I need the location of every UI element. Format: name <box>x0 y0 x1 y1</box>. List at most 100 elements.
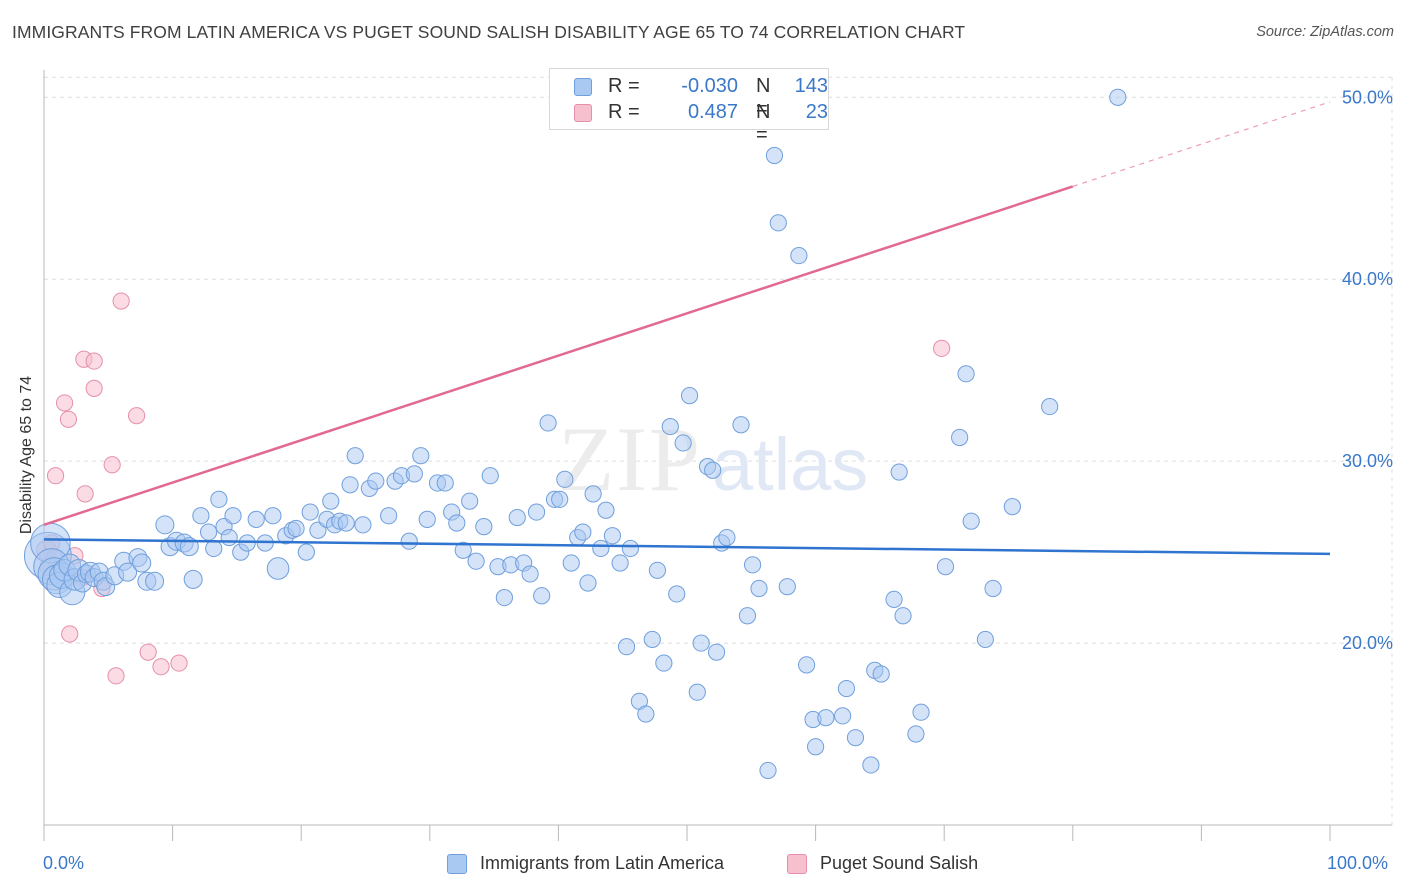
blue-data-point <box>790 246 808 265</box>
pink-data-point <box>139 643 157 661</box>
blue-data-point <box>436 474 454 492</box>
blue-data-point <box>400 532 418 550</box>
pink-trend-extension <box>1072 101 1331 188</box>
blue-data-point <box>556 470 574 488</box>
blue-data-point <box>481 467 499 485</box>
blue-data-point <box>224 507 242 525</box>
pink-data-point <box>170 654 188 672</box>
blue-data-point <box>562 554 580 572</box>
blue-data-point <box>412 447 430 465</box>
blue-data-point <box>337 514 355 532</box>
y-tick-label: 30.0% <box>1342 451 1393 471</box>
chart-title: IMMIGRANTS FROM LATIN AMERICA VS PUGET S… <box>12 22 966 42</box>
blue-data-point <box>418 510 436 528</box>
blue-data-point <box>1003 498 1021 516</box>
blue-data-point <box>765 146 784 165</box>
blue-data-point <box>322 492 340 510</box>
blue-legend-swatch <box>447 854 467 874</box>
blue-data-point <box>346 447 364 465</box>
blue-data-point <box>1041 397 1059 416</box>
pink-data-point <box>127 407 146 425</box>
y-tick-labels: 20.0% 30.0% 40.0% 50.0% <box>1342 87 1393 653</box>
watermark-zip: ZIP <box>558 408 702 510</box>
blue-data-point <box>912 703 930 721</box>
blue-data-point <box>192 507 210 525</box>
r-label: R = <box>608 75 640 97</box>
y-tick-label: 40.0% <box>1342 269 1393 289</box>
blue-data-point <box>759 761 777 780</box>
blue-data-point <box>367 472 385 490</box>
blue-data-point <box>668 585 686 603</box>
blue-data-point <box>692 634 710 652</box>
r-label: R = <box>608 101 640 123</box>
blue-data-point <box>885 590 903 609</box>
n-label: N = <box>756 75 771 120</box>
blue-data-point <box>637 705 655 723</box>
pink-data-point <box>55 394 74 412</box>
axes-layer <box>43 70 1392 841</box>
blue-data-point <box>247 510 265 528</box>
blue-data-point <box>862 756 880 774</box>
r-value-blue: -0.030 <box>681 75 738 97</box>
y-tick-label: 20.0% <box>1342 633 1393 653</box>
blue-data-point <box>341 476 359 494</box>
x-tick-label-min: 0.0% <box>43 853 85 873</box>
blue-data-point <box>118 562 138 582</box>
blue-data-point <box>743 556 762 574</box>
blue-data-point <box>738 607 757 625</box>
blue-series-points <box>23 88 1127 780</box>
blue-data-point <box>688 683 706 701</box>
blue-data-point <box>807 738 825 756</box>
blue-data-point <box>611 554 629 572</box>
blue-data-point <box>539 414 557 432</box>
blue-data-point <box>301 503 319 521</box>
blue-data-point <box>132 553 152 573</box>
blue-data-point <box>951 428 969 447</box>
watermark-atlas: atlas <box>712 423 868 506</box>
source-credit: Source: ZipAtlas.com <box>1256 24 1394 40</box>
pink-data-point <box>85 379 103 397</box>
pink-data-point <box>107 667 125 685</box>
blue-swatch <box>574 78 592 96</box>
blue-data-point <box>834 707 852 725</box>
blue-trend-line <box>43 538 1331 556</box>
legend-label-latin-america: Immigrants from Latin America <box>480 853 725 873</box>
blue-data-point <box>603 527 622 545</box>
blue-data-point <box>533 587 551 605</box>
blue-data-point <box>454 541 472 559</box>
blue-data-point <box>846 729 865 747</box>
blue-data-point <box>592 539 610 558</box>
blue-data-point <box>579 574 597 592</box>
blue-data-point <box>448 514 466 532</box>
blue-data-point <box>205 539 223 558</box>
pink-data-point <box>85 352 103 370</box>
pink-data-point <box>61 625 79 643</box>
pink-data-point <box>103 456 121 474</box>
blue-data-point <box>872 665 890 683</box>
blue-data-point <box>461 492 479 510</box>
blue-data-point <box>674 434 692 452</box>
blue-data-point <box>907 725 925 743</box>
blue-data-point <box>617 638 636 656</box>
x-tick-label-max: 100.0% <box>1327 853 1389 873</box>
blue-data-point <box>584 485 602 503</box>
blue-data-point <box>210 490 228 508</box>
blue-data-point <box>732 416 750 434</box>
blue-data-point <box>380 507 398 525</box>
blue-data-point <box>551 490 569 508</box>
blue-data-point <box>778 578 796 596</box>
blue-data-point <box>200 523 218 541</box>
blue-data-point <box>495 588 513 607</box>
blue-data-point <box>837 679 856 698</box>
legend-label-puget-sound-salish: Puget Sound Salish <box>820 853 979 873</box>
n-label: N = <box>756 101 771 146</box>
pink-trend-line <box>43 185 1074 527</box>
blue-data-point <box>467 552 485 570</box>
blue-data-point <box>521 565 539 583</box>
blue-data-point <box>264 507 282 525</box>
blue-data-point <box>976 630 994 649</box>
blue-data-point <box>621 539 640 558</box>
pink-data-point <box>46 467 65 485</box>
pink-swatch <box>574 104 592 122</box>
